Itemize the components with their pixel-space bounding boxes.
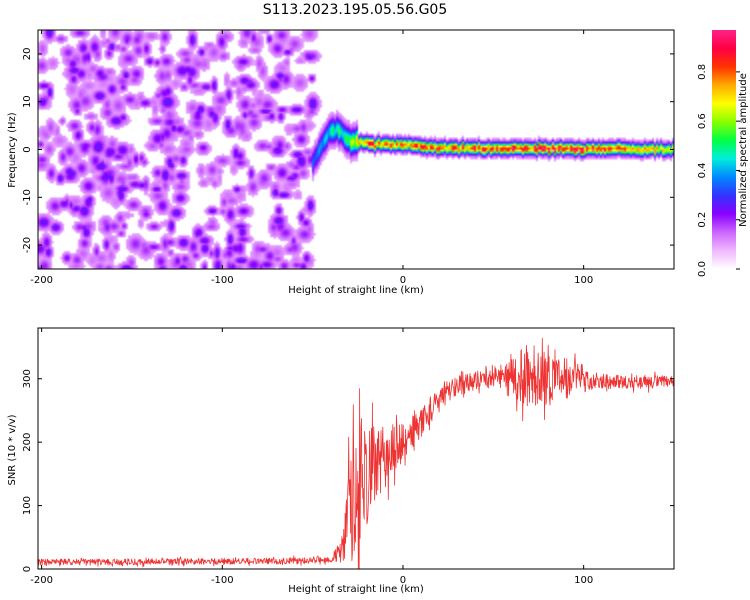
spectrogram-y-tick-label: 10 (22, 95, 33, 108)
snr-x-tick-label: -200 (30, 575, 53, 586)
spectrogram-y-tick-label: 0 (22, 146, 33, 152)
spectrogram-y-ticks: -20 -10 0 10 20 (22, 48, 674, 253)
spectrogram-x-tick-label: 100 (574, 275, 593, 286)
colorbar-tick-label: 0.0 (697, 261, 708, 277)
spectrogram-x-tick-label: -100 (211, 275, 234, 286)
snr-y-ticks: 0 100 200 300 (22, 369, 674, 572)
snr-y-tick-label: 100 (22, 496, 33, 515)
snr-x-ticks: -200 -100 0 100 (30, 328, 593, 586)
colorbar: 0.0 0.2 0.4 0.6 0.8 Normalized spectral ampl… (697, 30, 749, 277)
colorbar-tick-label: 0.8 (697, 64, 708, 80)
spectrogram-y-tick-label: -20 (22, 237, 33, 253)
colorbar-label: Normalized spectral amplitude (738, 73, 749, 227)
spectrogram-y-label: Frequency (Hz) (7, 112, 18, 188)
spectrogram-x-tick-label: -200 (30, 275, 53, 286)
snr-y-tick-label: 200 (22, 433, 33, 452)
snr-x-tick-label: -100 (211, 575, 234, 586)
colorbar-ticks: 0.0 0.2 0.4 0.6 0.8 (697, 64, 740, 277)
snr-y-tick-label: 300 (22, 369, 33, 388)
spectrogram-x-label: Height of straight line (km) (288, 285, 424, 296)
colorbar-gradient (712, 30, 736, 269)
snr-y-tick-label: 0 (22, 566, 33, 572)
spectrogram-y-tick-label: -10 (22, 189, 33, 205)
snr-x-tick-label: 0 (400, 575, 406, 586)
snr-panel: -200 -100 0 100 0 100 200 300 Height of straig… (7, 327, 675, 595)
snr-frame (37, 327, 675, 570)
spectrogram-y-tick-label: 20 (22, 48, 33, 61)
snr-x-label: Height of straight line (km) (288, 584, 424, 595)
colorbar-tick-label: 0.4 (697, 162, 708, 178)
snr-y-label: SNR (10 * v/v) (7, 414, 18, 485)
spectrogram-x-ticks: -200 -100 0 100 (30, 30, 593, 286)
snr-x-tick-label: 100 (574, 575, 593, 586)
colorbar-tick-label: 0.6 (697, 113, 708, 129)
snr-series-line (37, 337, 675, 569)
spectrogram-x-tick-label: 0 (400, 275, 406, 286)
spectrogram-heatmap (38, 30, 674, 269)
colorbar-tick-label: 0.2 (697, 212, 708, 228)
figure-title: S113.2023.195.05.56.G05 (263, 2, 448, 18)
